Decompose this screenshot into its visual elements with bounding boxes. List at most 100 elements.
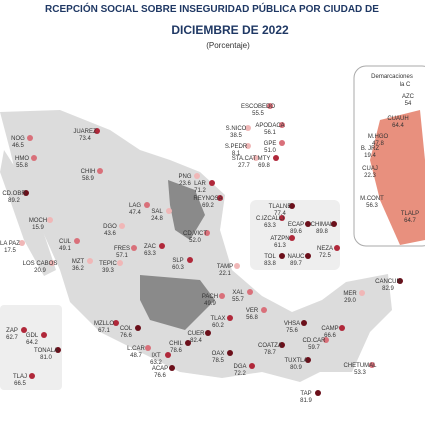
city-value: 71.2 bbox=[194, 188, 206, 194]
city-dot bbox=[397, 278, 403, 284]
city-label: STA.CAT bbox=[232, 156, 257, 162]
city-label: S.NICO bbox=[226, 126, 247, 132]
city-dot bbox=[87, 258, 93, 264]
inset-value: 54 bbox=[405, 101, 412, 107]
city-dot bbox=[305, 253, 311, 259]
city-label: TLAX bbox=[210, 316, 225, 322]
city-label: ESCOBEDO bbox=[241, 104, 275, 110]
city-dot bbox=[267, 103, 273, 109]
inset-label: M.CONT bbox=[360, 196, 384, 202]
city-value: 73.4 bbox=[79, 136, 91, 142]
city-value: 48.7 bbox=[130, 353, 142, 359]
city-dot bbox=[41, 332, 47, 338]
unit: (Porcentaje) bbox=[206, 41, 250, 50]
city-label: CD.OBR bbox=[2, 191, 26, 197]
city-value: 51.0 bbox=[264, 148, 276, 154]
city-dot bbox=[227, 350, 233, 356]
city-value: 75.6 bbox=[286, 328, 298, 334]
cdmx-panel bbox=[250, 200, 340, 270]
city-value: 76.6 bbox=[154, 373, 166, 379]
city-value: 81.0 bbox=[40, 355, 52, 361]
city-dot bbox=[117, 260, 123, 266]
inset-title: Demarcaciones bbox=[371, 74, 413, 80]
city-dot bbox=[227, 315, 233, 321]
city-dot bbox=[165, 352, 171, 358]
city-value: 69.2 bbox=[202, 203, 214, 209]
city-value: 63.2 bbox=[150, 360, 162, 366]
city-label: DGA bbox=[233, 364, 246, 370]
city-dot bbox=[131, 245, 137, 251]
city-dot bbox=[279, 122, 285, 128]
city-dot bbox=[305, 357, 311, 363]
city-dot bbox=[187, 257, 193, 263]
city-label: MOCH bbox=[29, 218, 47, 224]
city-label: DGO bbox=[103, 224, 117, 230]
city-value: 43.6 bbox=[104, 231, 116, 237]
city-label: LAR bbox=[194, 181, 206, 187]
city-value: 15.9 bbox=[32, 225, 44, 231]
city-value: 56.1 bbox=[264, 130, 276, 136]
city-dot bbox=[205, 330, 211, 336]
city-value: 49.9 bbox=[204, 301, 216, 307]
city-label: ZAP bbox=[6, 328, 18, 334]
city-value: 38.5 bbox=[230, 133, 242, 139]
city-dot bbox=[194, 173, 200, 179]
subtitle: DICIEMBRE DE 2022 bbox=[171, 23, 289, 37]
city-value: 62.7 bbox=[6, 335, 18, 341]
gdl-panel bbox=[0, 305, 62, 390]
city-label: MTY bbox=[258, 156, 271, 162]
city-label: ATZPN bbox=[270, 236, 289, 242]
city-value: 81.9 bbox=[300, 398, 312, 404]
city-label: CHIH bbox=[81, 169, 96, 175]
title: RCEPCIÓN SOCIAL SOBRE INSEGURIDAD PÚBLIC… bbox=[45, 2, 379, 15]
inset-label: CUAJ bbox=[362, 166, 378, 172]
city-label: CUER bbox=[187, 331, 205, 337]
city-dot bbox=[273, 155, 279, 161]
inset-value: 56.3 bbox=[366, 203, 378, 209]
city-label: GPE bbox=[264, 141, 277, 147]
city-value: 80.9 bbox=[290, 365, 302, 371]
city-label: SAL bbox=[151, 209, 163, 215]
city-value: 67.1 bbox=[98, 328, 110, 334]
city-label: OAX bbox=[212, 351, 225, 357]
city-dot bbox=[279, 215, 285, 221]
city-label: NEZA bbox=[317, 246, 333, 252]
inset-value: 19.4 bbox=[364, 153, 376, 159]
inset-value: 64.4 bbox=[392, 123, 404, 129]
city-label: COL bbox=[120, 326, 133, 332]
city-value: 72.2 bbox=[234, 371, 246, 377]
city-dot bbox=[31, 155, 37, 161]
city-dot bbox=[144, 202, 150, 208]
city-value: 82.9 bbox=[382, 286, 394, 292]
city-dot bbox=[185, 340, 191, 346]
city-label: TEPIC bbox=[99, 261, 117, 267]
city-label: TLAJ bbox=[13, 374, 27, 380]
city-label: CUL bbox=[59, 239, 72, 245]
city-value: 66.6 bbox=[324, 333, 336, 339]
city-value: 78.7 bbox=[264, 350, 276, 356]
city-label: S.PEDR bbox=[225, 144, 248, 150]
city-label: REYNOSA bbox=[193, 196, 222, 202]
city-label: LOS CABOS bbox=[23, 261, 58, 267]
city-label: CAMP bbox=[321, 326, 338, 332]
city-label: GDL bbox=[26, 333, 39, 339]
city-value: 83.8 bbox=[264, 261, 276, 267]
city-dot bbox=[94, 128, 100, 134]
city-label: MER bbox=[343, 291, 357, 297]
city-label: JUAREZ bbox=[73, 129, 97, 135]
city-dot bbox=[339, 325, 345, 331]
city-dot bbox=[97, 168, 103, 174]
city-value: 52.0 bbox=[189, 238, 201, 244]
city-value: 23.6 bbox=[179, 181, 191, 187]
city-label: C.IZCALLI bbox=[256, 216, 284, 222]
city-dot bbox=[334, 245, 340, 251]
city-dot bbox=[217, 195, 223, 201]
city-value: 24.8 bbox=[151, 216, 163, 222]
city-label: SLP bbox=[172, 258, 183, 264]
city-dot bbox=[159, 243, 165, 249]
city-value: 89.6 bbox=[290, 229, 302, 235]
city-dot bbox=[23, 190, 29, 196]
city-value: 47.4 bbox=[129, 210, 141, 216]
